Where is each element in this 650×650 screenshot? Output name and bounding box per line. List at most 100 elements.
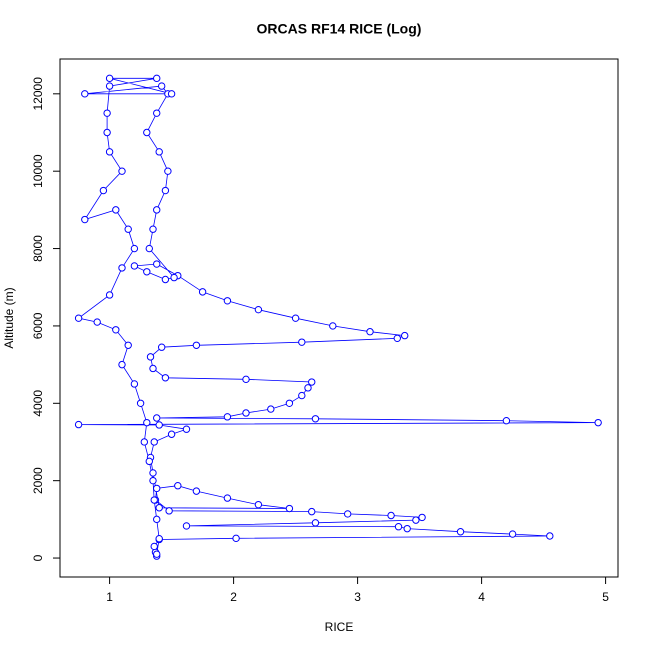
data-point: [267, 405, 275, 413]
data-point: [118, 264, 126, 272]
data-point: [182, 522, 191, 530]
data-point: [143, 418, 151, 427]
data-point: [150, 438, 158, 446]
data-point: [298, 338, 306, 346]
y-tick-label: 6000: [31, 312, 45, 339]
data-point: [508, 530, 517, 538]
data-point: [143, 128, 151, 137]
data-point: [161, 186, 170, 195]
data-point: [343, 510, 352, 518]
data-point: [105, 291, 114, 299]
data-point: [140, 438, 149, 446]
data-point: [149, 364, 157, 373]
data-point: [223, 413, 232, 421]
data-line: [77, 77, 599, 557]
data-point: [155, 504, 163, 512]
data-point: [254, 500, 263, 509]
data-point: [103, 128, 111, 137]
data-point: [149, 225, 157, 233]
data-point: [418, 513, 426, 522]
data-point: [223, 494, 232, 502]
data-point: [112, 206, 120, 214]
data-point: [394, 523, 403, 531]
plot-frame: [59, 58, 619, 578]
data-point: [153, 260, 161, 268]
data-point: [153, 109, 161, 117]
data-point: [81, 215, 89, 224]
y-tick-label: 0: [31, 554, 45, 561]
data-point: [387, 511, 395, 520]
data-point: [93, 318, 101, 326]
data-point: [130, 262, 139, 270]
data-point: [112, 326, 120, 334]
data-point: [153, 550, 161, 558]
data-point: [150, 542, 158, 551]
x-tick-label: 2: [230, 590, 237, 604]
x-tick-label: 3: [354, 590, 361, 604]
data-point: [153, 484, 161, 493]
y-axis-label: Altitude (m): [2, 287, 16, 348]
data-point: [164, 167, 172, 175]
data-point: [118, 167, 126, 175]
data-point: [311, 519, 320, 527]
data-point: [192, 487, 201, 495]
data-point: [291, 314, 300, 322]
data-point: [304, 384, 312, 392]
data-point: [145, 244, 153, 253]
x-axis-label: RICE: [325, 620, 354, 634]
data-point: [285, 504, 294, 513]
data-point: [403, 524, 411, 533]
data-point: [153, 414, 161, 422]
data-point: [105, 74, 114, 83]
data-point: [103, 109, 111, 117]
data-point: [105, 82, 114, 90]
data-point: [167, 90, 176, 98]
data-point: [232, 534, 240, 543]
data-point: [393, 334, 401, 343]
data-point: [167, 430, 176, 438]
data-point: [298, 391, 306, 400]
data-point: [74, 314, 83, 322]
data-point: [308, 378, 316, 386]
x-tick-label: 5: [602, 590, 609, 604]
data-point: [161, 275, 170, 284]
data-point: [149, 469, 157, 477]
chart-title: ORCAS RF14 RICE (Log): [257, 21, 422, 37]
data-point: [174, 482, 182, 490]
data-point: [150, 496, 158, 504]
data-point: [130, 380, 139, 388]
data-point: [198, 288, 207, 296]
y-tick-label: 10000: [31, 154, 45, 188]
data-point: [401, 331, 409, 340]
data-point: [124, 341, 132, 349]
data-point: [546, 532, 554, 540]
data-point: [329, 322, 337, 330]
data-point: [136, 399, 145, 408]
data-point: [145, 457, 153, 466]
data-point: [153, 74, 161, 83]
data-point: [157, 82, 166, 90]
data-point: [242, 375, 250, 384]
y-tick-label: 2000: [31, 467, 45, 494]
data-point: [594, 418, 602, 427]
data-point: [74, 420, 83, 429]
x-tick-label: 1: [106, 590, 113, 604]
x-tick-label: 4: [478, 590, 485, 604]
data-point: [502, 417, 511, 425]
data-point: [105, 148, 114, 156]
y-tick-label: 8000: [31, 235, 45, 262]
data-point: [130, 244, 139, 253]
data-point: [155, 535, 163, 543]
data-point: [155, 148, 163, 156]
data-point: [412, 516, 420, 524]
data-point: [192, 341, 201, 349]
y-tick-label: 12000: [31, 77, 45, 111]
data-point: [124, 225, 132, 233]
data-point: [99, 186, 108, 195]
data-point: [242, 409, 250, 417]
data-point: [165, 507, 173, 515]
data-point: [143, 268, 151, 276]
y-tick-label: 4000: [31, 390, 45, 417]
data-point: [157, 343, 166, 351]
